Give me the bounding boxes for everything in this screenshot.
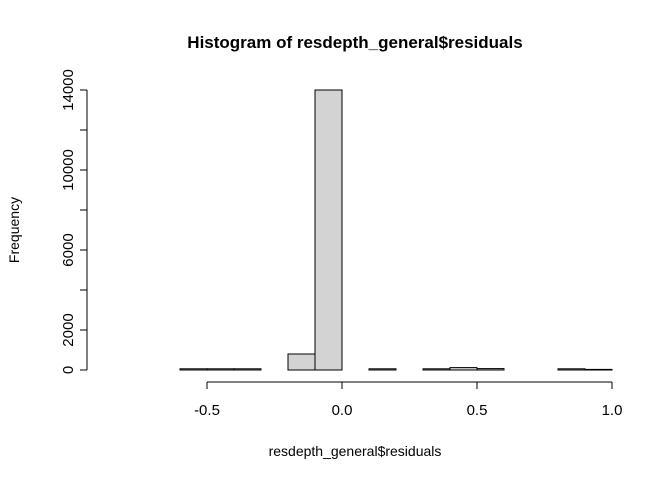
histogram-bar — [476, 368, 505, 371]
histogram-bar — [422, 368, 451, 371]
histogram-bar — [314, 89, 343, 371]
y-tick-label: 6000 — [60, 233, 77, 266]
x-tick-label: 0.5 — [467, 402, 488, 419]
y-tick-label: 10000 — [60, 149, 77, 191]
histogram-bar — [233, 368, 262, 371]
histogram-bar — [287, 353, 316, 371]
histogram-bar — [584, 368, 613, 371]
y-tick-label: 14000 — [60, 69, 77, 111]
histogram-bar — [206, 368, 235, 371]
x-tick-label: -0.5 — [194, 402, 220, 419]
bars-group — [179, 89, 613, 371]
y-tick-label: 0 — [60, 366, 77, 374]
histogram-bar — [449, 367, 478, 371]
x-tick-label: 0.0 — [332, 402, 353, 419]
x-axis-label: resdepth_general$residuals — [269, 443, 442, 459]
histogram-bar — [179, 368, 208, 371]
y-tick-label: 2000 — [60, 313, 77, 346]
histogram-bar — [557, 368, 586, 371]
x-axis: -0.5 0.0 0.5 1.0 — [194, 381, 623, 419]
x-tick-label: 1.0 — [602, 402, 623, 419]
histogram-bar — [368, 368, 397, 371]
chart-title: Histogram of resdepth_general$residuals — [187, 33, 522, 52]
y-axis: 0 2000 6000 10000 14000 — [60, 69, 88, 374]
y-axis-label: Frequency — [6, 197, 22, 263]
